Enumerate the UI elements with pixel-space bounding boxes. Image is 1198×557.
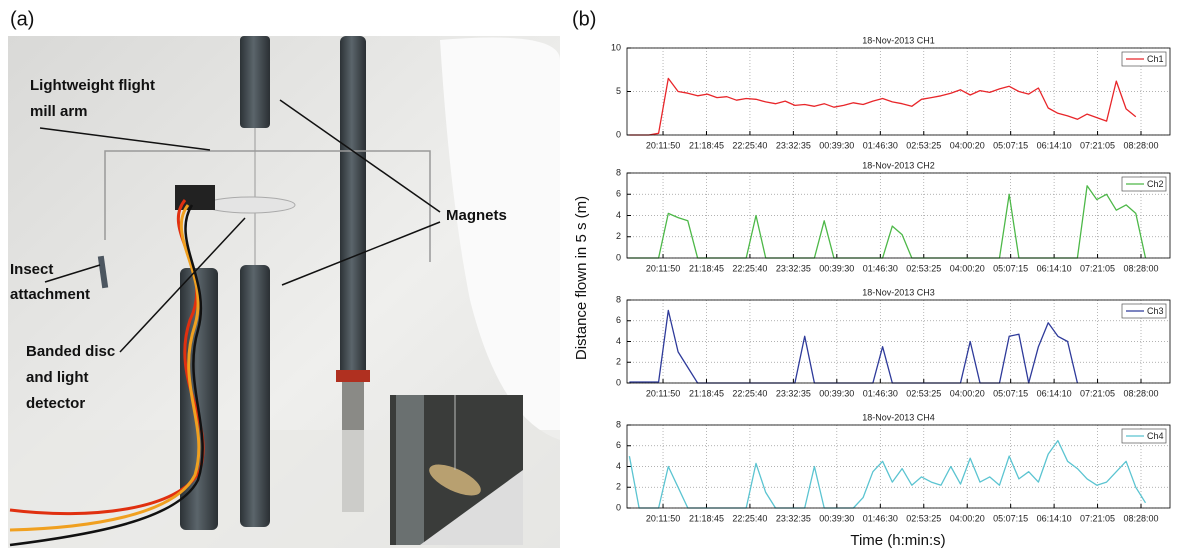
- annotation: mill arm: [30, 103, 88, 120]
- annotation: and light: [26, 369, 89, 386]
- x-tick-label: 04:00:20: [950, 388, 985, 398]
- data-line: [629, 77, 1137, 136]
- y-tick-label: 10: [611, 42, 621, 52]
- x-tick-label: 05:07:15: [993, 513, 1028, 523]
- x-tick-label: 00:39:30: [819, 513, 854, 523]
- x-tick-label: 08:28:00: [1123, 513, 1158, 523]
- x-tick-label: 02:53:25: [906, 140, 941, 150]
- x-tick-label: 23:32:35: [776, 263, 811, 273]
- y-tick-label: 8: [616, 167, 621, 177]
- y-tick-label: 4: [616, 461, 621, 471]
- x-tick-label: 04:00:20: [950, 263, 985, 273]
- x-tick-label: 01:46:30: [863, 513, 898, 523]
- x-tick-label: 06:14:10: [1037, 513, 1072, 523]
- x-tick-label: 00:39:30: [819, 140, 854, 150]
- y-tick-label: 8: [616, 419, 621, 429]
- x-tick-label: 05:07:15: [993, 388, 1028, 398]
- x-tick-label: 06:14:10: [1037, 140, 1072, 150]
- x-tick-label: 08:28:00: [1123, 140, 1158, 150]
- x-tick-label: 07:21:05: [1080, 140, 1115, 150]
- y-tick-label: 0: [616, 252, 621, 262]
- x-tick-label: 05:07:15: [993, 263, 1028, 273]
- x-tick-label: 21:18:45: [689, 513, 724, 523]
- x-tick-label: 01:46:30: [863, 263, 898, 273]
- annotation: Magnets: [446, 207, 507, 224]
- legend-label: Ch4: [1147, 431, 1164, 441]
- annotation: detector: [26, 395, 85, 412]
- x-tick-label: 08:28:00: [1123, 263, 1158, 273]
- x-tick-label: 07:21:05: [1080, 513, 1115, 523]
- y-tick-label: 6: [616, 315, 621, 325]
- x-tick-label: 20:11:50: [646, 388, 680, 398]
- plot-frame: [626, 172, 1171, 259]
- x-tick-label: 05:07:15: [993, 140, 1028, 150]
- x-tick-label: 04:00:20: [950, 513, 985, 523]
- annotation: Insect: [10, 261, 53, 278]
- x-tick-label: 20:11:50: [646, 140, 680, 150]
- chart-title: 18-Nov-2013 CH2: [862, 160, 935, 170]
- y-tick-label: 2: [616, 482, 621, 492]
- x-tick-label: 21:18:45: [689, 263, 724, 273]
- x-tick-label: 02:53:25: [906, 513, 941, 523]
- y-tick-label: 5: [616, 86, 621, 96]
- photo: [8, 36, 560, 548]
- chart-title: 18-Nov-2013 CH4: [862, 412, 935, 422]
- annotation: attachment: [10, 286, 90, 303]
- x-tick-label: 22:25:40: [732, 388, 767, 398]
- x-tick-label: 23:32:35: [776, 388, 811, 398]
- x-tick-label: 01:46:30: [863, 388, 898, 398]
- x-tick-label: 00:39:30: [819, 388, 854, 398]
- y-tick-label: 0: [616, 377, 621, 387]
- y-tick-label: 2: [616, 357, 621, 367]
- panel-label: (b): [572, 8, 596, 30]
- x-tick-label: 21:18:45: [689, 140, 724, 150]
- y-tick-label: 8: [616, 294, 621, 304]
- y-tick-label: 0: [616, 502, 621, 512]
- x-tick-label: 02:53:25: [906, 263, 941, 273]
- x-tick-label: 22:25:40: [732, 263, 767, 273]
- plot-frame: [626, 47, 1171, 136]
- y-tick-label: 4: [616, 336, 621, 346]
- x-tick-label: 06:14:10: [1037, 263, 1072, 273]
- x-tick-label: 22:25:40: [732, 140, 767, 150]
- x-tick-label: 06:14:10: [1037, 388, 1072, 398]
- x-axis-label: Time (h:min:s): [850, 532, 945, 549]
- annotation: Banded disc: [26, 343, 115, 360]
- legend-label: Ch1: [1147, 54, 1164, 64]
- x-tick-label: 20:11:50: [646, 513, 680, 523]
- x-tick-label: 23:32:35: [776, 140, 811, 150]
- chart-title: 18-Nov-2013 CH1: [862, 35, 935, 45]
- plot-frame: [626, 299, 1171, 384]
- y-axis-label: Distance flown in 5 s (m): [573, 196, 590, 360]
- x-tick-label: 08:28:00: [1123, 388, 1158, 398]
- y-tick-label: 2: [616, 231, 621, 241]
- legend-label: Ch2: [1147, 179, 1164, 189]
- x-tick-label: 07:21:05: [1080, 388, 1115, 398]
- legend-label: Ch3: [1147, 306, 1164, 316]
- plot-frame: [626, 424, 1171, 509]
- x-tick-label: 23:32:35: [776, 513, 811, 523]
- x-tick-label: 22:25:40: [732, 513, 767, 523]
- x-tick-label: 00:39:30: [819, 263, 854, 273]
- y-tick-label: 6: [616, 189, 621, 199]
- y-tick-label: 6: [616, 440, 621, 450]
- x-tick-label: 04:00:20: [950, 140, 985, 150]
- x-tick-label: 01:46:30: [863, 140, 898, 150]
- x-tick-label: 07:21:05: [1080, 263, 1115, 273]
- y-tick-label: 4: [616, 210, 621, 220]
- x-tick-label: 21:18:45: [689, 388, 724, 398]
- annotation: Lightweight flight: [30, 77, 155, 94]
- panel-label: (a): [10, 8, 34, 30]
- x-tick-label: 02:53:25: [906, 388, 941, 398]
- y-tick-label: 0: [616, 129, 621, 139]
- chart-title: 18-Nov-2013 CH3: [862, 287, 935, 297]
- x-tick-label: 20:11:50: [646, 263, 680, 273]
